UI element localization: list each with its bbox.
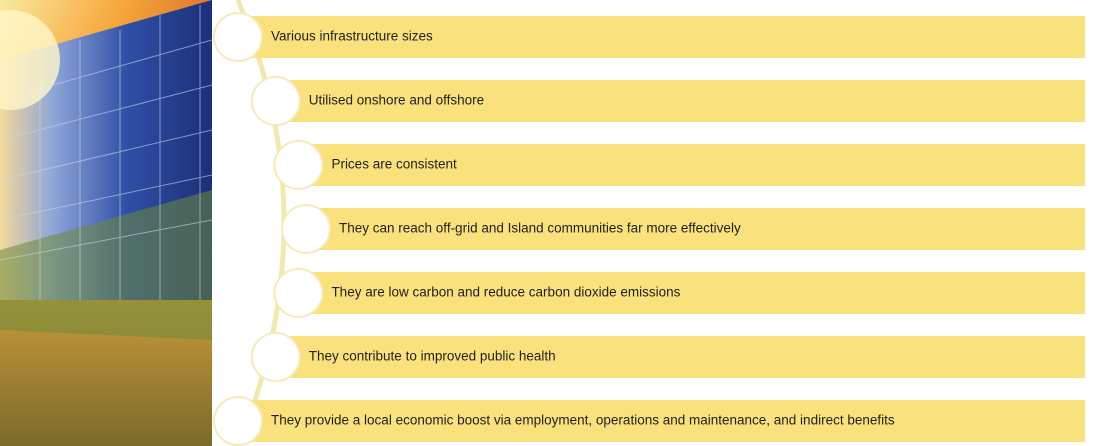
item-bullet bbox=[274, 269, 322, 317]
item-label: Utilised onshore and offshore bbox=[309, 93, 484, 108]
item-label: They provide a local economic boost via … bbox=[271, 413, 895, 428]
item-bullet bbox=[274, 141, 322, 189]
solar-photo bbox=[0, 0, 212, 446]
item-bullet bbox=[214, 13, 262, 61]
diagram: Various infrastructure sizes Utilised ons… bbox=[0, 0, 1096, 446]
item-bullet bbox=[282, 205, 330, 253]
item-label: Prices are consistent bbox=[331, 157, 457, 172]
infographic: Various infrastructure sizes Utilised ons… bbox=[0, 0, 1096, 446]
item-bullet bbox=[252, 333, 300, 381]
item-bullet bbox=[252, 77, 300, 125]
item-label: They contribute to improved public healt… bbox=[309, 349, 556, 364]
item-label: They are low carbon and reduce carbon di… bbox=[331, 285, 680, 300]
item-bullet bbox=[214, 397, 262, 445]
item-label: They can reach off-grid and Island commu… bbox=[339, 221, 741, 236]
item-label: Various infrastructure sizes bbox=[271, 29, 433, 44]
